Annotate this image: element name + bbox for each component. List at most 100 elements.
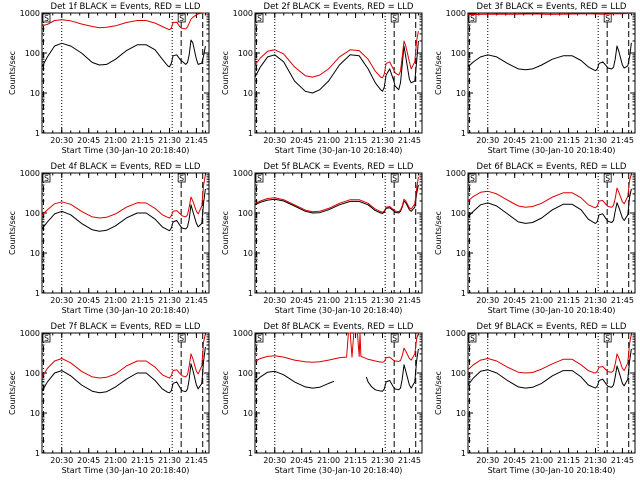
x-axis-label: Start Time (30-Jan-10 20:18:40) [275, 306, 403, 315]
x-tick-label: 21:15 [131, 456, 154, 465]
y-tick-label: 1 [461, 129, 466, 138]
chart-panel-8: Det 8f BLACK = Events, RED = LLD 1 10 100 10… [221, 322, 423, 475]
flag-label: S [179, 174, 184, 183]
flag-label: S [257, 14, 262, 23]
y-tick-label: 100 [238, 369, 253, 378]
chart-title: Det 5f BLACK = Events, RED = LLD [264, 162, 414, 172]
series-line-lld [467, 12, 632, 16]
y-tick-label: 1000 [233, 169, 253, 178]
y-tick-label: 1 [35, 449, 40, 458]
x-axis-label: Start Time (30-Jan-10 20:18:40) [275, 466, 403, 475]
chart-title: Det 2f BLACK = Events, RED = LLD [264, 2, 414, 12]
y-tick-label: 1000 [233, 9, 253, 18]
flag-label: S [44, 14, 49, 23]
x-tick-label: 21:45 [611, 136, 634, 145]
y-tick-label: 1000 [446, 329, 466, 338]
y-tick-label: 10 [243, 409, 253, 418]
flag-box [177, 173, 186, 183]
chart-panel-7: Det 7f BLACK = Events, RED = LLD 1 10 100 10… [8, 322, 210, 475]
x-axis-label: Start Time (30-Jan-10 20:18:40) [62, 466, 190, 475]
series-line-events [467, 188, 632, 224]
x-tick-label: 21:45 [185, 136, 208, 145]
plot-frame [467, 332, 636, 454]
x-tick-label: 21:30 [371, 456, 394, 465]
flag-box [177, 333, 186, 343]
y-tick-label: 1 [248, 129, 253, 138]
y-tick-label: 10 [30, 249, 40, 258]
flag-box [255, 173, 264, 183]
x-tick-label: 21:45 [185, 456, 208, 465]
x-axis-label: Start Time (30-Jan-10 20:18:40) [488, 146, 616, 155]
flag-box [42, 333, 51, 343]
plot-frame [41, 172, 210, 294]
y-tick-label: 10 [243, 249, 253, 258]
y-tick-label: 10 [456, 409, 466, 418]
x-tick-label: 20:45 [77, 136, 100, 145]
x-tick-label: 21:15 [557, 296, 580, 305]
flag-label: S [257, 334, 262, 343]
y-tick-label: 10 [30, 89, 40, 98]
x-tick-label: 21:00 [317, 456, 340, 465]
flag-box [42, 13, 51, 23]
x-tick-label: 21:45 [398, 136, 421, 145]
plot-frame [467, 172, 636, 294]
y-tick-label: 100 [451, 209, 466, 218]
x-tick-label: 21:30 [584, 296, 607, 305]
chart-panel-5: Det 5f BLACK = Events, RED = LLD 1 10 100 10… [221, 162, 423, 315]
x-tick-label: 21:30 [158, 456, 181, 465]
flag-label: S [392, 174, 397, 183]
flag-box [468, 333, 477, 343]
series-line-events [254, 184, 419, 214]
y-axis-label: Counts/sec [221, 51, 230, 95]
flag-label: S [257, 174, 262, 183]
x-tick-label: 21:00 [104, 296, 127, 305]
y-axis-label: Counts/sec [8, 371, 17, 415]
y-tick-label: 100 [451, 369, 466, 378]
flag-label: S [605, 174, 610, 183]
y-tick-label: 100 [238, 209, 253, 218]
y-tick-label: 1000 [20, 169, 40, 178]
x-tick-label: 21:30 [584, 456, 607, 465]
flag-label: S [392, 334, 397, 343]
chart-title: Det 3f BLACK = Events, RED = LLD [477, 2, 627, 12]
x-tick-label: 20:30 [263, 136, 286, 145]
y-tick-label: 1 [461, 289, 466, 298]
y-tick-label: 10 [456, 249, 466, 258]
flag-label: S [44, 174, 49, 183]
flag-box [603, 333, 612, 343]
x-tick-label: 21:00 [104, 456, 127, 465]
plot-frame [41, 12, 210, 134]
plot-frame [254, 172, 423, 294]
y-tick-label: 1000 [446, 169, 466, 178]
y-axis-label: Counts/sec [434, 371, 443, 415]
flag-label: S [470, 334, 475, 343]
x-tick-label: 20:30 [50, 456, 73, 465]
x-tick-label: 21:30 [158, 296, 181, 305]
x-tick-label: 21:45 [398, 296, 421, 305]
x-tick-label: 21:30 [158, 136, 181, 145]
x-tick-label: 20:30 [263, 296, 286, 305]
x-tick-label: 21:45 [611, 456, 634, 465]
x-axis-label: Start Time (30-Jan-10 20:18:40) [488, 466, 616, 475]
y-tick-label: 10 [243, 89, 253, 98]
flag-label: S [392, 14, 397, 23]
y-tick-label: 1000 [20, 329, 40, 338]
y-tick-label: 100 [451, 49, 466, 58]
flag-box [468, 13, 477, 23]
x-axis-label: Start Time (30-Jan-10 20:18:40) [62, 146, 190, 155]
series-line-lld [254, 176, 419, 213]
flag-box [177, 13, 186, 23]
x-tick-label: 20:30 [476, 296, 499, 305]
y-axis-label: Counts/sec [434, 211, 443, 255]
x-tick-label: 20:45 [290, 296, 313, 305]
x-tick-label: 20:45 [290, 136, 313, 145]
x-tick-label: 21:00 [530, 456, 553, 465]
x-tick-label: 20:45 [503, 296, 526, 305]
y-tick-label: 1000 [233, 329, 253, 338]
series-line-lld [254, 31, 419, 79]
x-tick-label: 21:00 [530, 296, 553, 305]
x-tick-label: 21:15 [131, 296, 154, 305]
x-tick-label: 21:00 [104, 136, 127, 145]
y-tick-label: 10 [456, 89, 466, 98]
x-tick-label: 21:15 [344, 296, 367, 305]
